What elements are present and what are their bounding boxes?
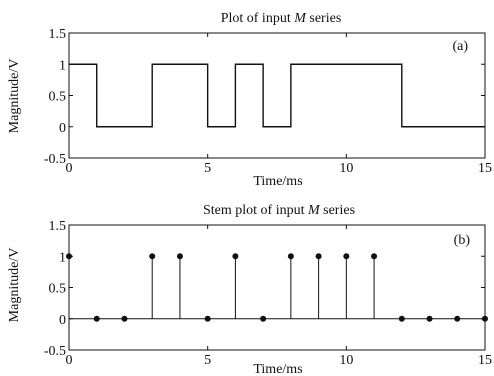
x-tick-label: 0 (66, 353, 73, 368)
x-tick-label: 0 (66, 161, 73, 176)
y-tick-label: 1.5 (49, 219, 67, 234)
stem-marker (149, 253, 156, 260)
y-tick-label: 1 (59, 250, 66, 265)
x-tick-label: 5 (204, 161, 211, 176)
stem-marker (232, 253, 239, 260)
chart-title: Stem plot of input M series (203, 203, 355, 218)
y-tick-label: -0.5 (44, 344, 66, 359)
axis-ticks (68, 32, 486, 159)
y-tick-label: 1 (59, 58, 66, 73)
y-axis-label: Magnitude/V (7, 248, 22, 323)
stem-marker (66, 253, 72, 260)
chart-title: Plot of input M series (221, 11, 342, 26)
x-axis-label: Time/ms (253, 174, 302, 189)
plot-area-frame (68, 32, 486, 159)
y-tick-label: -0.5 (44, 152, 66, 167)
x-tick-label: 15 (478, 353, 492, 368)
plot-panel-a: Plot of input M series Magnitude/V Time/… (7, 11, 492, 189)
y-tick-label: 0 (59, 121, 66, 136)
y-tick-label: 1.5 (49, 27, 67, 42)
x-axis-label: Time/ms (253, 362, 302, 376)
y-tick-label: 0.5 (49, 282, 67, 297)
y-tick-label: 0 (59, 313, 66, 328)
tick-labels: 0 5 10 151.510.50-0.5 (44, 27, 492, 176)
y-tick-label: 0.5 (49, 90, 67, 105)
series-line (69, 63, 485, 128)
y-axis-label: Magnitude/V (7, 59, 22, 134)
x-tick-label: 5 (204, 353, 211, 368)
plot-panel-b: Stem plot of input M series Magnitude/V … (7, 203, 492, 376)
data-marks (66, 253, 488, 322)
stem-marker (343, 253, 350, 260)
panel-annotation: (b) (454, 233, 471, 248)
axis-ticks (68, 224, 486, 351)
stem-marker (287, 253, 294, 260)
x-tick-label: 10 (339, 353, 353, 368)
panel-annotation: (a) (452, 39, 468, 54)
tick-labels: 0 5 10 151.510.50-0.5 (44, 219, 492, 368)
stem-marker (315, 253, 322, 260)
data-marks (69, 63, 485, 128)
stem-marker (176, 253, 183, 260)
plot-area-frame (68, 224, 486, 351)
x-tick-label: 15 (478, 161, 492, 176)
x-tick-label: 10 (339, 161, 353, 176)
stem-marker (371, 253, 378, 260)
